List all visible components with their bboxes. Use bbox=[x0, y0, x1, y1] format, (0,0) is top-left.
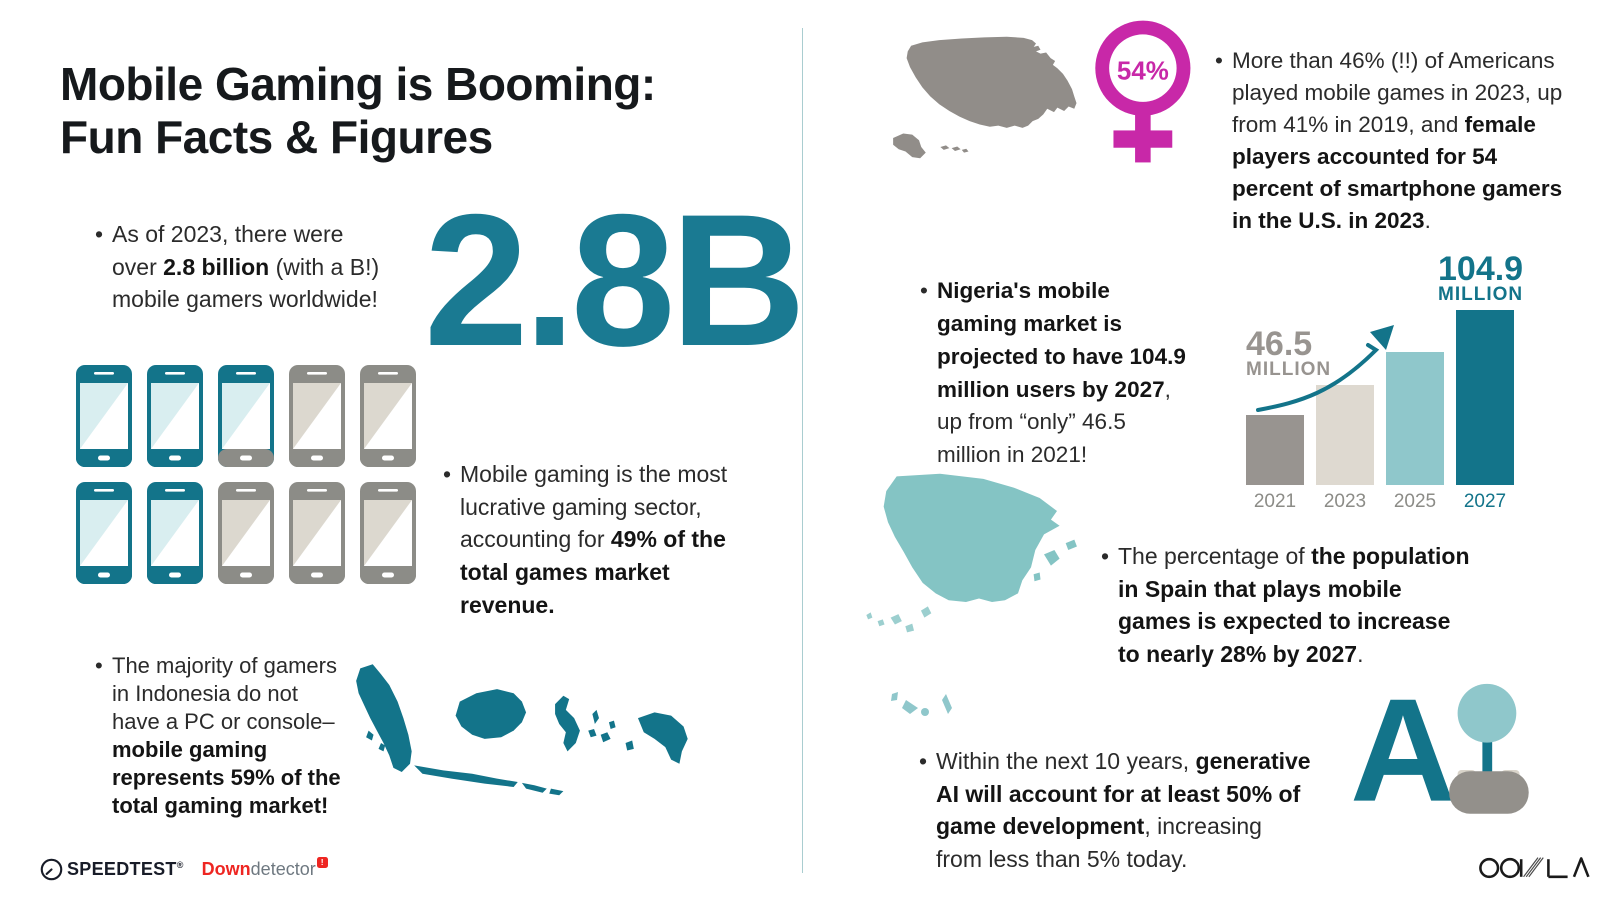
svg-text:2025: 2025 bbox=[1394, 491, 1436, 512]
svg-text:A: A bbox=[1350, 680, 1456, 830]
svg-text:2023: 2023 bbox=[1324, 491, 1366, 512]
svg-text:54%: 54% bbox=[1117, 57, 1169, 85]
svg-text:2021: 2021 bbox=[1254, 491, 1296, 512]
svg-text:2027: 2027 bbox=[1464, 491, 1506, 512]
